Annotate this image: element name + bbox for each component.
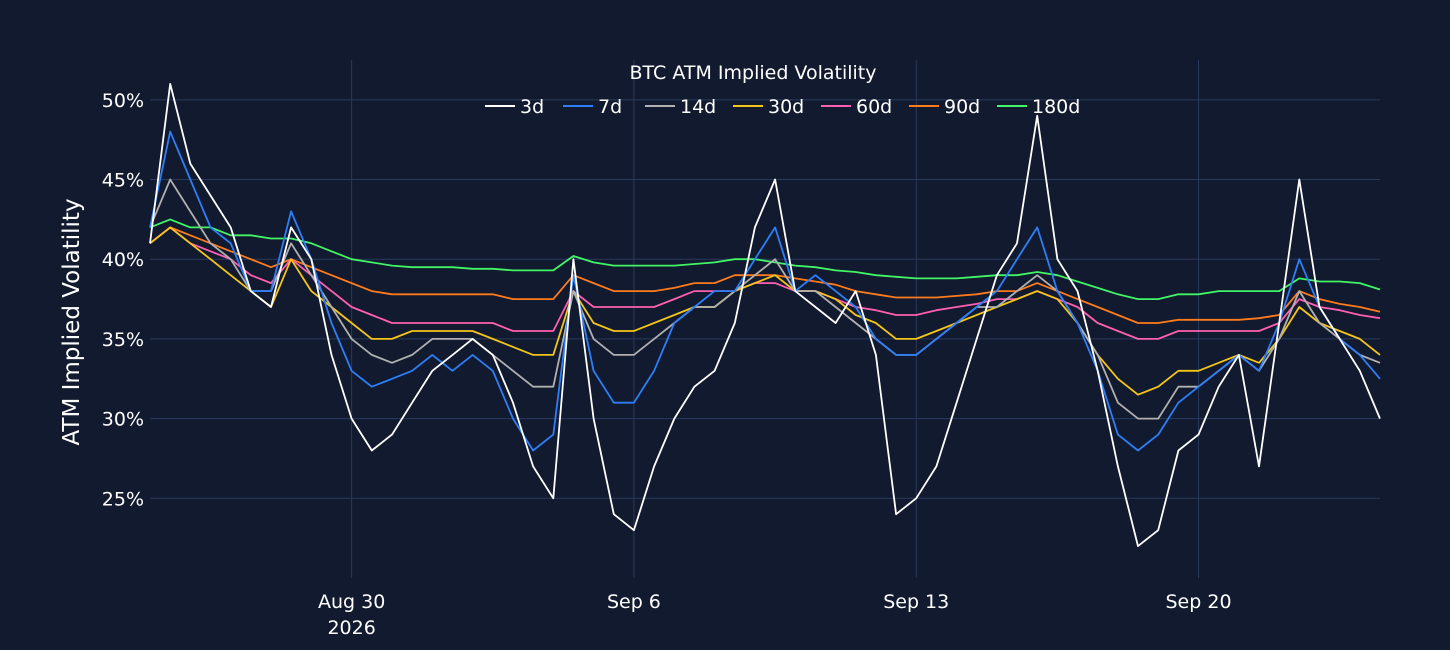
y-tick-label: 35% [102, 329, 144, 351]
legend-item-30d[interactable]: 30d [733, 96, 804, 118]
series-line-90d [149, 226, 1381, 324]
chart-title: BTC ATM Implied Volatility [630, 62, 877, 84]
series-line-3d [149, 83, 1381, 547]
series-line-7d [149, 130, 1381, 452]
x-tick-year-label: 2026 [327, 617, 375, 639]
x-tick-label: Sep 6 [607, 591, 661, 613]
series-line-180d [149, 218, 1381, 301]
y-axis-ticks: 25% 30% 35% 40% 45% 50% [102, 90, 144, 510]
legend-label: 3d [520, 96, 544, 118]
x-tick-label: Sep 20 [1166, 591, 1232, 613]
legend-item-90d[interactable]: 90d [909, 96, 980, 118]
legend-label: 180d [1032, 96, 1080, 118]
y-tick-label: 30% [102, 409, 144, 431]
series-line-14d [149, 178, 1381, 420]
legend-label: 7d [598, 96, 622, 118]
y-tick-label: 25% [102, 488, 144, 510]
legend[interactable]: 3d 7d 14d 30d 60d 90d 180d [485, 96, 1080, 118]
legend-label: 14d [680, 96, 716, 118]
legend-label: 60d [856, 96, 892, 118]
legend-item-3d[interactable]: 3d [485, 96, 544, 118]
y-tick-label: 45% [102, 170, 144, 192]
x-tick-label: Aug 30 [318, 591, 385, 613]
series-line-30d [149, 226, 1381, 396]
series-lines [149, 83, 1381, 547]
y-tick-label: 50% [102, 90, 144, 112]
legend-item-7d[interactable]: 7d [563, 96, 622, 118]
x-tick-label: Sep 13 [883, 591, 949, 613]
x-axis-ticks: Aug 30 2026 Sep 6 Sep 13 Sep 20 [318, 591, 1232, 639]
legend-item-60d[interactable]: 60d [821, 96, 892, 118]
y-tick-label: 40% [102, 249, 144, 271]
legend-item-180d[interactable]: 180d [997, 96, 1080, 118]
legend-label: 90d [944, 96, 980, 118]
y-axis-label: ATM Implied Volatility [59, 198, 85, 445]
legend-item-14d[interactable]: 14d [645, 96, 716, 118]
series-line-60d [149, 226, 1381, 340]
legend-label: 30d [768, 96, 804, 118]
